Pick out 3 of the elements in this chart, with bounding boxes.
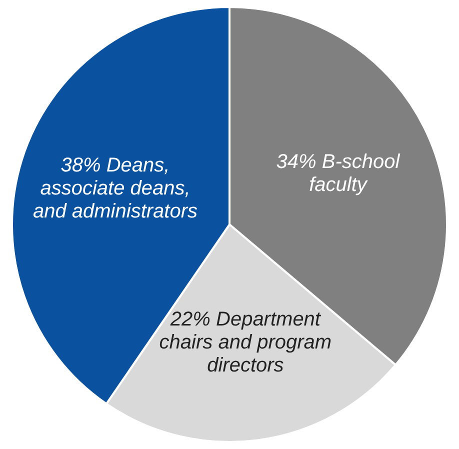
slice-label: 22% Department chairs and program directors [159, 308, 332, 377]
slice-label: 38% Deans, associate deans, and administrators [32, 154, 198, 223]
slice-label: 34% B-school faculty [276, 151, 400, 196]
